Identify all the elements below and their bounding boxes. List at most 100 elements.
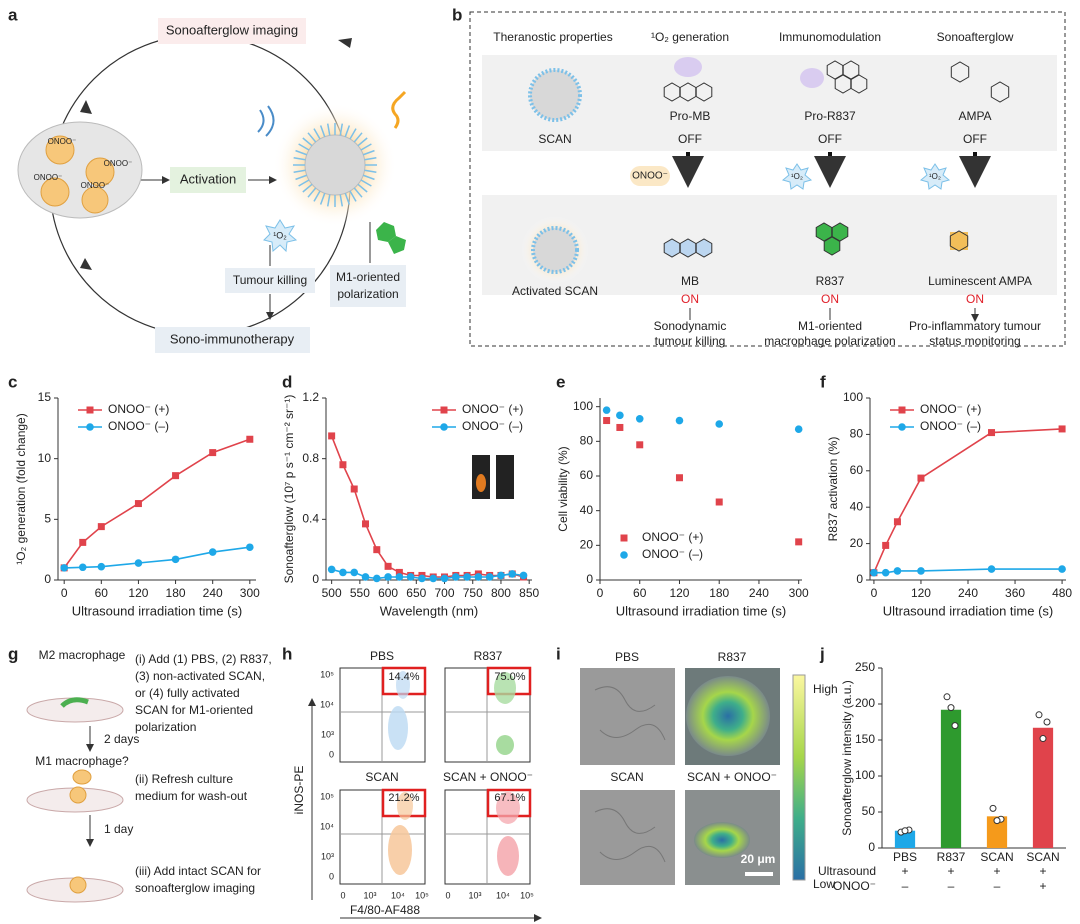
data-point bbox=[1058, 425, 1066, 433]
data-point bbox=[171, 555, 180, 564]
decoration bbox=[689, 308, 975, 320]
x-tick-label: 300 bbox=[240, 586, 260, 600]
molecule-ring bbox=[695, 82, 713, 102]
label: 14.4% bbox=[388, 671, 419, 683]
particle-spike bbox=[313, 128, 321, 140]
bar bbox=[986, 816, 1008, 848]
label: ON bbox=[821, 292, 839, 306]
decoration bbox=[170, 167, 246, 193]
condition-label: Ultrasound bbox=[818, 864, 876, 878]
decoration bbox=[792, 674, 806, 881]
particle-spike bbox=[307, 132, 317, 143]
y-tick-label: 80 bbox=[580, 434, 594, 448]
molecule-ring bbox=[663, 238, 681, 258]
label: 1 day bbox=[104, 822, 133, 836]
label: 67.1% bbox=[494, 792, 525, 804]
label: M1-oriented bbox=[336, 270, 400, 284]
y-tick-label: 150 bbox=[855, 732, 875, 746]
data-point bbox=[870, 568, 878, 577]
label: Sonoafterglow bbox=[937, 30, 1014, 44]
panel-label: g bbox=[8, 644, 18, 663]
y-tick-label: 100 bbox=[573, 399, 593, 413]
series-line bbox=[331, 568, 524, 580]
decoration bbox=[388, 825, 412, 875]
x-tick-label: 120 bbox=[911, 586, 931, 600]
decoration bbox=[594, 686, 666, 741]
label: 10³ bbox=[363, 890, 376, 900]
x-tick-label: 0 bbox=[597, 586, 604, 600]
y-tick-label: 0 bbox=[44, 572, 51, 586]
series-line bbox=[63, 438, 251, 569]
label: SCAN + ONOO⁻ bbox=[687, 770, 777, 784]
panel-label: i bbox=[556, 644, 561, 663]
panel-label: h bbox=[282, 644, 292, 663]
x-tick-label: 500 bbox=[322, 586, 342, 600]
particle-spike bbox=[298, 179, 310, 187]
condition-sign: – bbox=[948, 879, 955, 893]
x-tick-label: 240 bbox=[958, 586, 978, 600]
y-tick-label: 200 bbox=[855, 696, 875, 710]
decoration bbox=[745, 872, 773, 876]
data-point bbox=[97, 523, 105, 531]
label: SCAN + ONOO⁻ bbox=[443, 770, 533, 784]
molecule-ring bbox=[695, 238, 713, 258]
label: SCAN bbox=[610, 770, 643, 784]
decoration bbox=[376, 222, 396, 242]
decoration bbox=[225, 268, 315, 293]
label: iNOS-PE bbox=[292, 766, 306, 815]
label: OFF bbox=[963, 132, 987, 146]
decoration bbox=[396, 671, 410, 699]
data-point bbox=[675, 474, 683, 482]
label: M2 macrophage bbox=[39, 648, 126, 662]
molecule-ring bbox=[950, 61, 970, 83]
label: 10⁴ bbox=[496, 890, 510, 900]
decoration bbox=[81, 186, 109, 214]
data-point bbox=[519, 571, 528, 580]
label: Sonoafterglow imaging bbox=[166, 22, 298, 37]
panel-label: d bbox=[282, 372, 292, 391]
label: 2 days bbox=[104, 732, 139, 746]
label: 10³ bbox=[321, 851, 334, 861]
data-point bbox=[715, 498, 723, 506]
x-tick-label: 600 bbox=[378, 586, 398, 600]
condition-sign: – bbox=[994, 879, 1001, 893]
data-point bbox=[440, 574, 449, 583]
y-tick-label: 0 bbox=[312, 572, 319, 586]
label: or (4) fully activated bbox=[135, 686, 240, 700]
y-tick-label: 20 bbox=[850, 536, 864, 550]
decoration bbox=[330, 265, 406, 307]
y-tick-label: 40 bbox=[850, 499, 864, 513]
particle-spike bbox=[339, 194, 344, 207]
data-point bbox=[209, 449, 217, 457]
replicate-point bbox=[943, 693, 951, 701]
legend-marker bbox=[440, 406, 448, 414]
label: MB bbox=[681, 274, 699, 288]
label: SCAN for M1-oriented bbox=[135, 703, 253, 717]
decoration bbox=[388, 236, 406, 254]
data-point bbox=[882, 541, 890, 549]
decoration bbox=[694, 822, 750, 858]
x-axis-label: Ultrasound irradiation time (s) bbox=[72, 603, 243, 618]
label: M1-oriented bbox=[798, 319, 862, 333]
particle-spike bbox=[298, 143, 310, 151]
series-line bbox=[64, 546, 250, 569]
x-tick-label: 180 bbox=[709, 586, 729, 600]
particle-spike bbox=[362, 149, 375, 156]
y-tick-label: 0.4 bbox=[302, 512, 319, 526]
replicate-point bbox=[993, 817, 1001, 825]
label: ONOO⁻ bbox=[34, 173, 63, 182]
y-tick-label: 1.2 bbox=[302, 390, 319, 404]
data-point bbox=[1058, 565, 1066, 573]
data-point bbox=[616, 423, 624, 431]
particle-spike bbox=[353, 187, 363, 198]
label: 20 μm bbox=[741, 852, 776, 866]
data-point bbox=[60, 564, 68, 572]
particle-spike bbox=[357, 137, 368, 147]
decoration bbox=[72, 769, 92, 785]
particle-spike bbox=[293, 156, 306, 161]
condition-sign: + bbox=[1039, 864, 1046, 878]
y-tick-label: 100 bbox=[855, 768, 875, 782]
condition-sign: + bbox=[1039, 879, 1046, 893]
replicate-point bbox=[1039, 735, 1047, 743]
label: F4/80-AF488 bbox=[350, 903, 420, 917]
